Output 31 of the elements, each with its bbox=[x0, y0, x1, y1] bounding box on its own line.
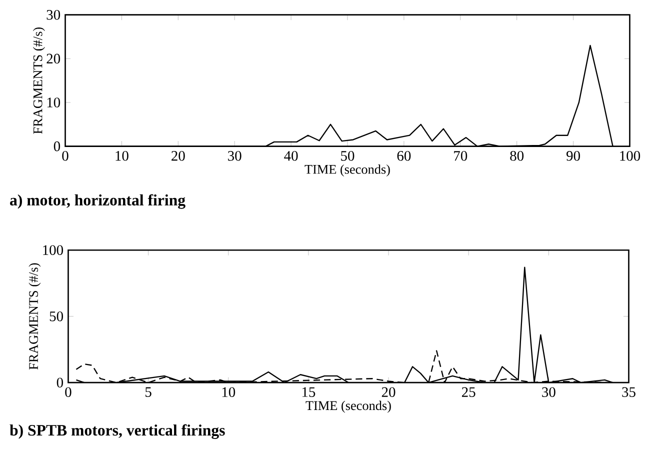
x-tick-label: 5 bbox=[146, 387, 152, 398]
x-tick-label: 50 bbox=[341, 151, 354, 161]
x-tick-label: 90 bbox=[566, 151, 580, 161]
y-tick-label: 0 bbox=[54, 142, 60, 152]
x-tick-label: 20 bbox=[172, 151, 185, 161]
y-axis-title: FRAGMENTS (#/s) bbox=[28, 263, 41, 370]
text: a) motor, horizontal firing bbox=[10, 194, 186, 209]
x-axis-title: TIME (seconds) bbox=[304, 164, 390, 177]
x-tick-label: 100 bbox=[620, 151, 640, 161]
y-tick-label: 10 bbox=[47, 98, 60, 108]
y-tick-label: 0 bbox=[56, 378, 64, 388]
y-axis-title: FRAGMENTS (#/s) bbox=[32, 28, 45, 134]
x-axis-title: TIME (seconds) bbox=[306, 400, 391, 413]
x-tick-label: 60 bbox=[397, 151, 411, 161]
y-tick-label: 30 bbox=[46, 10, 60, 20]
x-tick-label: 15 bbox=[302, 387, 316, 398]
x-tick-label: 20 bbox=[382, 387, 396, 398]
x-tick-label: 70 bbox=[454, 151, 468, 161]
x-tick-label: 30 bbox=[542, 387, 556, 398]
x-tick-label: 35 bbox=[622, 387, 636, 398]
y-tick-label: 100 bbox=[43, 245, 64, 256]
x-tick-label: 40 bbox=[284, 151, 298, 161]
x-tick-label: 30 bbox=[228, 151, 242, 161]
x-tick-label: 25 bbox=[462, 387, 476, 398]
y-tick-label: 50 bbox=[50, 312, 64, 322]
text: b) SPTB motors, vertical firings bbox=[10, 424, 225, 440]
x-tick-label: 80 bbox=[510, 151, 524, 161]
x-tick-label: 0 bbox=[65, 387, 72, 398]
x-tick-label: 10 bbox=[116, 151, 128, 161]
x-tick-label: 10 bbox=[222, 387, 236, 398]
y-tick-label: 20 bbox=[46, 54, 60, 64]
